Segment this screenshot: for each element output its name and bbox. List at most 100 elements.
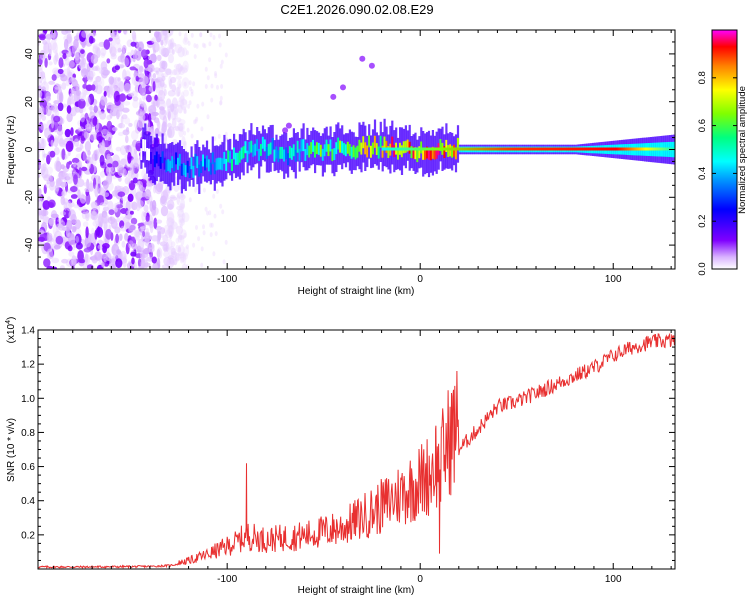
heatmap-speckle <box>204 66 208 72</box>
heatmap-speckle <box>54 160 61 172</box>
ridge-band <box>327 144 330 157</box>
heatmap-speckle <box>42 200 51 210</box>
heatmap-speckle <box>193 119 197 125</box>
heatmap-speckle <box>135 75 139 82</box>
ridge-band <box>451 145 454 158</box>
heatmap-speckle <box>165 68 172 76</box>
heatmap-speckle <box>157 120 161 130</box>
heatmap-speckle <box>131 30 137 41</box>
ridge-band <box>163 157 166 170</box>
heatmap-speckle <box>177 91 181 97</box>
heatmap-speckle <box>53 55 58 65</box>
heatmap-speckle <box>143 231 151 237</box>
heatmap-speckle <box>68 233 76 246</box>
heatmap-speckle <box>200 126 204 132</box>
heatmap-speckle <box>114 42 122 53</box>
heatmap-speckle <box>125 221 131 229</box>
ridge-band <box>383 136 386 149</box>
heatmap-speckle <box>70 194 78 199</box>
y-tick-label: 0.4 <box>21 496 35 507</box>
heatmap-speckle <box>161 60 168 70</box>
heatmap-speckle <box>53 244 61 250</box>
ridge-band <box>435 146 438 159</box>
ridge-band <box>288 146 292 159</box>
heatmap-speckle <box>75 129 81 135</box>
heatmap-speckle <box>54 49 58 62</box>
heatmap-speckle <box>175 225 183 235</box>
heatmap-speckle <box>127 151 132 164</box>
heatmap-speckle <box>60 164 65 170</box>
heatmap-speckle <box>50 139 54 147</box>
heatmap-speckle <box>90 211 98 221</box>
ridge-band <box>194 153 197 166</box>
heatmap-speckle <box>215 189 219 194</box>
heatmap-speckle <box>49 150 56 158</box>
ridge-band <box>331 149 334 162</box>
ridge-band <box>335 142 338 155</box>
heatmap-speckle <box>75 242 83 250</box>
ridge-band <box>271 138 274 150</box>
heatmap-speckle <box>177 234 182 243</box>
ridge-band <box>209 162 212 175</box>
heatmap-speckle <box>63 38 69 50</box>
heatmap-speckle <box>171 251 178 258</box>
heatmap-speckle <box>175 75 182 80</box>
heatmap-speckle <box>156 54 162 62</box>
heatmap-speckle <box>178 83 182 89</box>
heatmap-speckle <box>42 216 50 221</box>
heatmap-speckle <box>85 226 89 239</box>
heatmap-speckle <box>186 127 190 133</box>
ridge-band <box>410 146 413 159</box>
heatmap-speckle <box>99 111 107 120</box>
ridge-band <box>173 159 176 172</box>
heatmap-speckle <box>181 67 188 74</box>
heatmap-speckle <box>54 85 62 90</box>
heatmap-speckle <box>174 44 183 54</box>
heatmap-speckle <box>53 135 60 143</box>
heatmap-speckle <box>125 242 130 255</box>
heatmap-speckle <box>210 97 214 103</box>
heatmap-speckle <box>103 90 107 97</box>
heatmap-speckle <box>89 131 97 141</box>
heatmap-patch <box>340 84 346 91</box>
ridge-band <box>248 141 251 154</box>
heatmap-speckle <box>177 244 185 256</box>
heatmap-speckle <box>115 245 119 251</box>
heatmap-speckle <box>109 46 117 57</box>
ridge-band <box>231 159 234 171</box>
heatmap-speckle <box>143 204 149 212</box>
heatmap-speckle <box>178 217 186 226</box>
heatmap-speckle <box>77 30 81 34</box>
heatmap-speckle <box>179 194 186 201</box>
heatmap-speckle <box>93 103 98 115</box>
heatmap-speckle <box>178 128 184 138</box>
spectrogram-y-axis-label: Frequency (Hz) <box>6 116 17 185</box>
ridge-band <box>412 146 415 159</box>
ridge-band <box>140 148 143 161</box>
ridge-band <box>196 156 199 169</box>
ridge-band <box>431 146 434 159</box>
heatmap-speckle <box>179 66 183 72</box>
heatmap-speckle <box>219 95 223 101</box>
heatmap-speckle <box>70 87 76 95</box>
heatmap-speckle <box>195 225 198 230</box>
ridge-band <box>379 135 382 148</box>
heatmap-speckle <box>163 251 169 258</box>
heatmap-speckle <box>130 217 138 225</box>
heatmap-speckle <box>79 30 86 42</box>
heatmap-speckle <box>52 67 60 75</box>
heatmap-speckle <box>142 249 149 254</box>
heatmap-speckle <box>122 69 127 81</box>
heatmap-speckle <box>53 115 61 123</box>
y-tick-label: 1.0 <box>21 394 35 405</box>
ridge-band <box>190 157 193 170</box>
heatmap-speckle <box>160 205 169 217</box>
heatmap-speckle <box>117 191 126 197</box>
ridge-core <box>381 147 675 151</box>
ridge-band <box>375 143 378 155</box>
heatmap-speckle <box>180 91 185 101</box>
heatmap-speckle <box>107 163 113 168</box>
heatmap-speckle <box>175 244 180 253</box>
heatmap-speckle <box>105 228 112 240</box>
